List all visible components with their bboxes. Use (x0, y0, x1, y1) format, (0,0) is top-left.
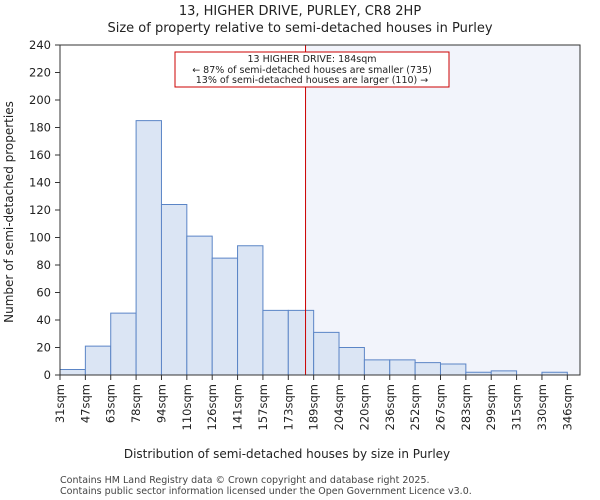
x-tick-label-236sqm: 236sqm (383, 384, 397, 430)
x-tick-label-110sqm: 110sqm (180, 384, 194, 430)
bar-110sqm (186, 235, 213, 376)
y-tick-label-200: 200 (29, 93, 51, 107)
x-tick-label-220sqm: 220sqm (357, 384, 371, 430)
y-tick-label-0: 0 (44, 368, 51, 382)
x-tick-label-299sqm: 299sqm (484, 384, 498, 430)
bar-220sqm (363, 359, 391, 376)
bar-47sqm (84, 345, 112, 376)
bar-141sqm (237, 245, 264, 376)
x-tick-label-315sqm: 315sqm (510, 384, 524, 430)
bar-299sqm (490, 370, 518, 376)
bar-252sqm (414, 362, 441, 376)
annotation-line-1: 13 HIGHER DRIVE: 184sqm (248, 54, 377, 65)
y-tick-label-220: 220 (29, 66, 51, 80)
x-axis: 31sqm 47sqm 63sqm 78sqm 94sqm 110sqm 126sqm 141… (53, 375, 574, 430)
x-tick-label-78sqm: 78sqm (129, 384, 143, 423)
bar-157sqm (262, 309, 289, 376)
bar-189sqm (313, 331, 340, 376)
plot-frame (59, 44, 581, 376)
larger-region-highlight (305, 45, 580, 375)
x-tick-label-47sqm: 47sqm (78, 384, 92, 423)
x-tick-label-94sqm: 94sqm (154, 384, 168, 423)
bar-63sqm (110, 312, 137, 376)
y-tick-label-20: 20 (36, 341, 51, 355)
x-tick-label-31sqm: 31sqm (53, 384, 67, 423)
bar-236sqm (389, 359, 416, 376)
x-tick-label-252sqm: 252sqm (408, 384, 422, 430)
x-axis-label: Distribution of semi-detached houses by … (124, 447, 450, 461)
y-tick-label-100: 100 (29, 231, 51, 245)
x-tick-label-283sqm: 283sqm (459, 384, 473, 430)
x-tick-label-204sqm: 204sqm (332, 384, 346, 430)
annotation-line-3: 13% of semi-detached houses are larger (… (196, 75, 429, 86)
x-tick-label-346sqm: 346sqm (560, 384, 574, 430)
x-tick-label-330sqm: 330sqm (535, 384, 549, 430)
y-tick-label-40: 40 (36, 313, 51, 327)
bar-204sqm (338, 347, 365, 376)
bar-78sqm (135, 120, 162, 376)
x-tick-label-189sqm: 189sqm (307, 384, 321, 430)
x-tick-label-173sqm: 173sqm (281, 384, 295, 430)
x-tick-label-157sqm: 157sqm (256, 384, 270, 430)
annotation-border (174, 51, 450, 88)
x-tick-label-63sqm: 63sqm (104, 384, 118, 423)
y-tick-label-60: 60 (36, 286, 51, 300)
chart-subtitle: Size of property relative to semi-detach… (107, 21, 492, 36)
bars-group (59, 120, 568, 376)
footer-line-1: Contains HM Land Registry data © Crown c… (60, 475, 430, 486)
y-tick-label-240: 240 (29, 38, 51, 52)
y-tick-label-160: 160 (29, 148, 51, 162)
y-tick-label-140: 140 (29, 176, 51, 190)
y-axis: 0 20 40 60 80 100 120 140 160 180 200 220 240 (29, 38, 60, 382)
chart-title: 13, HIGHER DRIVE, PURLEY, CR8 2HP (179, 4, 422, 19)
bar-126sqm (211, 257, 239, 376)
bar-94sqm (160, 204, 188, 376)
annotation-box: 13 HIGHER DRIVE: 184sqm ← 87% of semi-de… (174, 51, 450, 88)
footer-line-2: Contains public sector information licen… (60, 486, 472, 497)
x-tick-label-267sqm: 267sqm (433, 384, 447, 430)
y-tick-label-80: 80 (36, 258, 51, 272)
bar-173sqm (287, 309, 315, 376)
y-tick-label-180: 180 (29, 121, 51, 135)
x-tick-label-126sqm: 126sqm (205, 384, 219, 430)
x-tick-label-141sqm: 141sqm (231, 384, 245, 430)
y-tick-label-120: 120 (29, 203, 51, 217)
bar-267sqm (439, 363, 467, 376)
bar-31sqm (59, 369, 86, 376)
y-axis-label: Number of semi-detached properties (2, 101, 16, 323)
annotation-line-2: ← 87% of semi-detached houses are smalle… (192, 65, 432, 76)
